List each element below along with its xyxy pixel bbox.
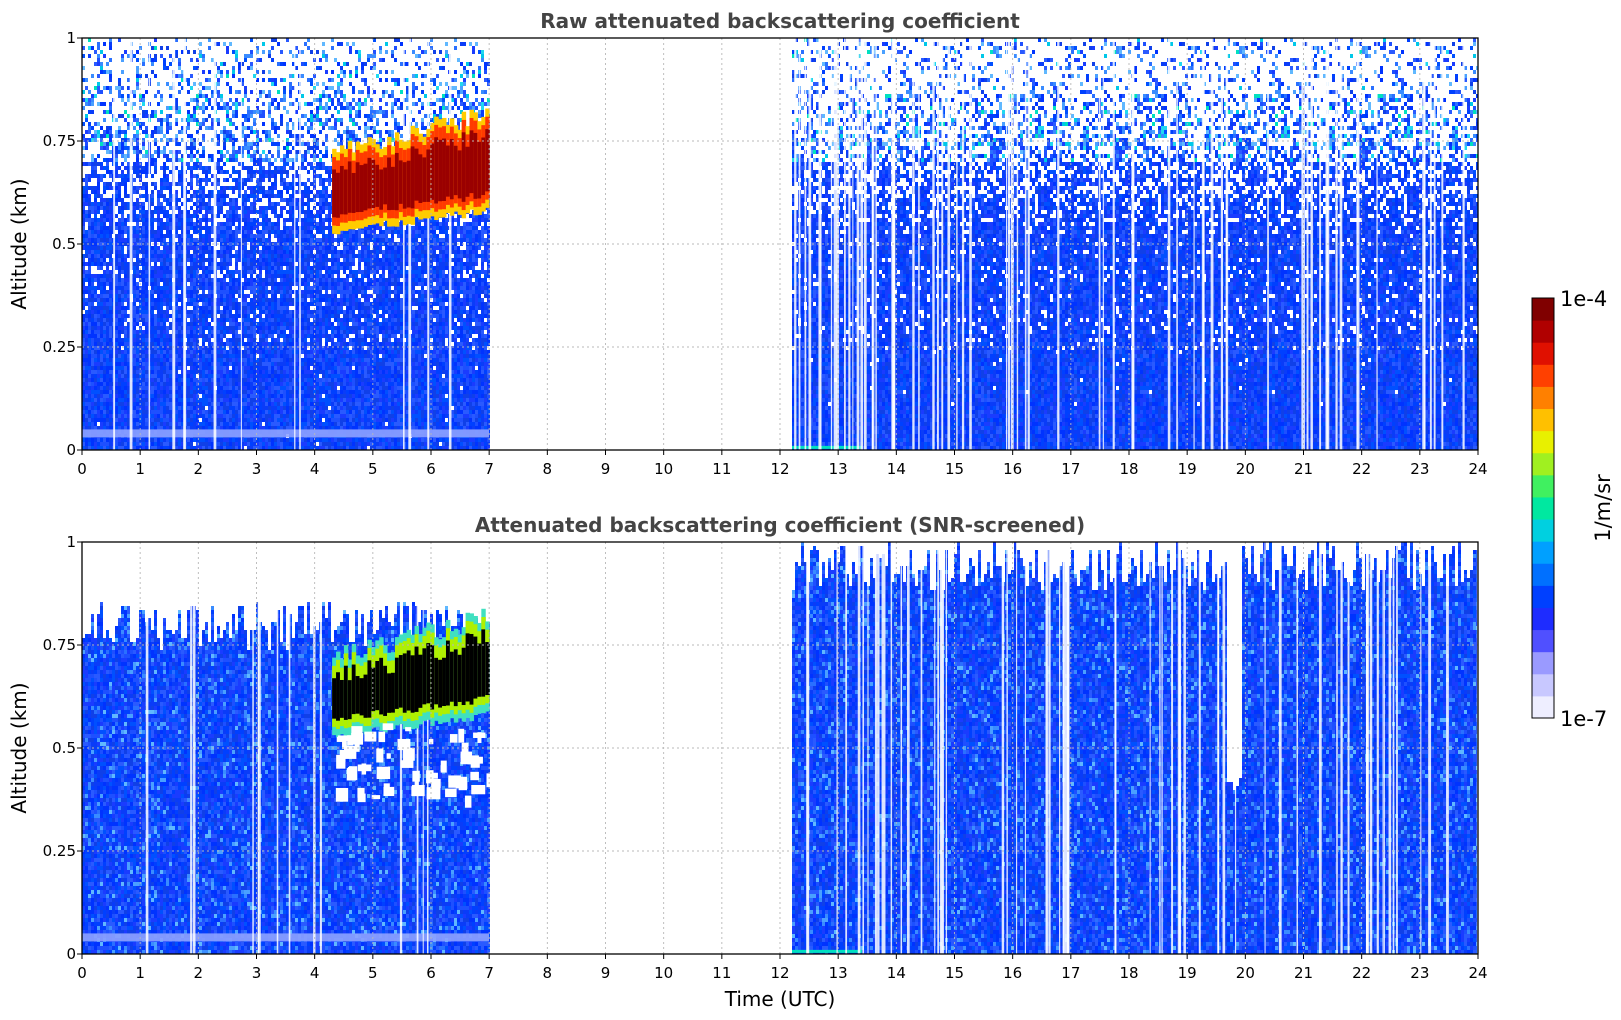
panel-screened-xlabel: Time (UTC) bbox=[724, 987, 836, 1011]
colorbar-step bbox=[1532, 431, 1554, 454]
panel-screened: Attenuated backscattering coefficient (S… bbox=[7, 513, 1488, 1011]
panel-raw-title: Raw attenuated backscattering coefficien… bbox=[540, 9, 1020, 33]
x-tick-label: 14 bbox=[887, 964, 906, 982]
colorbar-step bbox=[1532, 409, 1554, 432]
x-tick-label: 12 bbox=[770, 460, 789, 478]
x-tick-label: 22 bbox=[1352, 964, 1371, 982]
x-tick-label: 10 bbox=[654, 460, 673, 478]
panel-screened-y-ticks: 0 0.25 0.5 0.75 1 bbox=[43, 533, 82, 963]
x-tick-label: 8 bbox=[543, 460, 553, 478]
x-tick-label: 21 bbox=[1294, 964, 1313, 982]
x-tick-label: 14 bbox=[887, 460, 906, 478]
x-tick-label: 18 bbox=[1119, 460, 1138, 478]
panel-raw-ylabel: Altitude (km) bbox=[7, 178, 31, 309]
x-tick-label: 3 bbox=[252, 460, 262, 478]
x-tick-label: 17 bbox=[1061, 964, 1080, 982]
x-tick-label: 6 bbox=[426, 460, 436, 478]
colorbar-step bbox=[1532, 320, 1554, 343]
x-tick-label: 3 bbox=[252, 964, 262, 982]
colorbar-step bbox=[1532, 607, 1554, 630]
x-tick-label: 15 bbox=[945, 964, 964, 982]
colorbar-steps bbox=[1532, 298, 1554, 719]
x-tick-label: 15 bbox=[945, 460, 964, 478]
x-tick-label: 13 bbox=[829, 460, 848, 478]
colorbar-step bbox=[1532, 674, 1554, 697]
x-tick-label: 22 bbox=[1352, 460, 1371, 478]
y-tick-label: 1 bbox=[66, 533, 76, 551]
colorbar-step bbox=[1532, 541, 1554, 564]
x-tick-label: 8 bbox=[543, 964, 553, 982]
x-tick-label: 9 bbox=[601, 460, 611, 478]
x-tick-label: 5 bbox=[368, 964, 378, 982]
x-tick-label: 24 bbox=[1468, 460, 1487, 478]
x-tick-label: 10 bbox=[654, 964, 673, 982]
colorbar-step bbox=[1532, 298, 1554, 321]
colorbar-step bbox=[1532, 364, 1554, 387]
x-tick-label: 4 bbox=[310, 964, 320, 982]
x-tick-label: 16 bbox=[1003, 460, 1022, 478]
x-tick-label: 2 bbox=[194, 964, 204, 982]
x-tick-label: 1 bbox=[135, 964, 145, 982]
colorbar-step bbox=[1532, 585, 1554, 608]
x-tick-label: 11 bbox=[712, 460, 731, 478]
panel-raw-y-ticks: 0 0.25 0.5 0.75 1 bbox=[43, 29, 82, 459]
x-tick-label: 7 bbox=[484, 964, 494, 982]
panel-screened-ylabel: Altitude (km) bbox=[7, 682, 31, 813]
x-tick-label: 4 bbox=[310, 460, 320, 478]
colorbar-step bbox=[1532, 630, 1554, 653]
y-tick-label: 0.5 bbox=[52, 235, 76, 253]
x-tick-label: 19 bbox=[1178, 460, 1197, 478]
y-tick-label: 0.25 bbox=[43, 338, 76, 356]
x-tick-label: 20 bbox=[1236, 460, 1255, 478]
x-tick-label: 6 bbox=[426, 964, 436, 982]
colorbar-step bbox=[1532, 497, 1554, 520]
x-tick-label: 2 bbox=[194, 460, 204, 478]
y-tick-label: 0.75 bbox=[43, 636, 76, 654]
x-tick-label: 18 bbox=[1119, 964, 1138, 982]
x-tick-label: 16 bbox=[1003, 964, 1022, 982]
colorbar-min-label: 1e-7 bbox=[1560, 707, 1607, 731]
panel-screened-data bbox=[82, 542, 1481, 954]
panel-raw-x-ticks: 0 1 2 3 4 5 6 7 8 9 10 11 12 13 14 15 16 17 18 19 20 21 22 23 24 bbox=[77, 450, 1487, 478]
x-tick-label: 21 bbox=[1294, 460, 1313, 478]
y-tick-label: 1 bbox=[66, 29, 76, 47]
x-tick-label: 19 bbox=[1178, 964, 1197, 982]
colorbar-step bbox=[1532, 386, 1554, 409]
y-tick-label: 0.25 bbox=[43, 842, 76, 860]
x-tick-label: 23 bbox=[1410, 460, 1429, 478]
colorbar-step bbox=[1532, 563, 1554, 586]
x-tick-label: 1 bbox=[135, 460, 145, 478]
x-tick-label: 7 bbox=[484, 460, 494, 478]
colorbar-step bbox=[1532, 652, 1554, 675]
x-tick-label: 0 bbox=[77, 964, 87, 982]
x-tick-label: 23 bbox=[1410, 964, 1429, 982]
colorbar-step bbox=[1532, 696, 1554, 719]
colorbar-step bbox=[1532, 519, 1554, 542]
panel-raw: Raw attenuated backscattering coefficien… bbox=[7, 9, 1488, 478]
x-tick-label: 20 bbox=[1236, 964, 1255, 982]
x-tick-label: 13 bbox=[829, 964, 848, 982]
x-tick-label: 24 bbox=[1468, 964, 1487, 982]
x-tick-label: 9 bbox=[601, 964, 611, 982]
colorbar-step bbox=[1532, 453, 1554, 476]
panel-screened-x-ticks: 0 1 2 3 4 5 6 7 8 9 10 11 12 13 14 15 16 17 18 19 20 21 22 23 24 bbox=[77, 954, 1487, 982]
y-tick-label: 0 bbox=[66, 945, 76, 963]
panel-screened-title: Attenuated backscattering coefficient (S… bbox=[475, 513, 1085, 537]
x-tick-label: 5 bbox=[368, 460, 378, 478]
colorbar: 1e-4 1e-7 1/m/sr bbox=[1532, 287, 1615, 731]
x-tick-label: 11 bbox=[712, 964, 731, 982]
y-tick-label: 0 bbox=[66, 441, 76, 459]
y-tick-label: 0.75 bbox=[43, 132, 76, 150]
x-tick-label: 12 bbox=[770, 964, 789, 982]
y-tick-label: 0.5 bbox=[52, 739, 76, 757]
colorbar-step bbox=[1532, 342, 1554, 365]
colorbar-step bbox=[1532, 475, 1554, 498]
x-tick-label: 17 bbox=[1061, 460, 1080, 478]
colorbar-label: 1/m/sr bbox=[1591, 474, 1615, 542]
colorbar-max-label: 1e-4 bbox=[1560, 287, 1607, 311]
panel-raw-data bbox=[82, 38, 1479, 450]
x-tick-label: 0 bbox=[77, 460, 87, 478]
